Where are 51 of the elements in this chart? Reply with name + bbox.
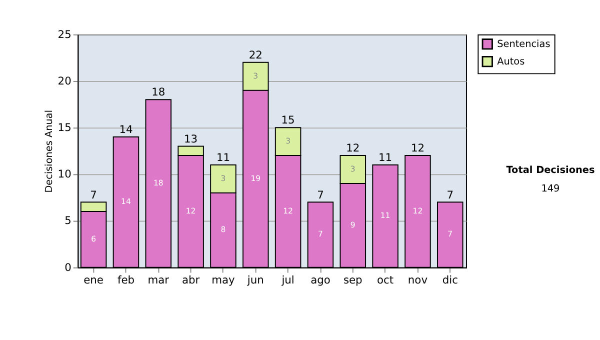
x-tick-label: jul [280,273,294,286]
x-tick-label: jun [246,273,264,286]
y-tick-label: 20 [58,74,72,88]
y-tick-label: 5 [64,214,72,228]
total-label: 12 [410,142,424,155]
y-tick-label: 0 [64,260,72,274]
data-label: 12 [412,206,423,216]
data-label: 7 [318,230,323,239]
total-label: 12 [346,142,360,155]
x-tick-label: may [212,273,235,286]
y-tick-label: 15 [58,120,72,134]
x-tick-label: nov [408,273,428,286]
total-label: 14 [119,123,133,136]
data-label: 6 [91,234,96,244]
total-label: 18 [152,86,166,99]
total-label: 22 [248,48,262,62]
legend-label: Sentencias [497,39,550,50]
data-label: 7 [448,230,453,239]
legend-label: Autos [497,56,525,68]
total-label: 15 [281,114,295,127]
total-label: 7 [317,188,324,202]
text: 149 [541,184,560,195]
data-label: 14 [121,197,131,206]
data-label: 11 [380,211,390,220]
data-label: 12 [186,206,196,216]
y-axis-title: Decisiones Anual [44,110,55,193]
data-label: 12 [283,206,294,216]
x-tick-label: ene [84,273,104,286]
data-label: 9 [350,220,356,230]
data-label: 8 [220,225,226,234]
x-tick-label: sep [343,273,363,286]
x-tick-label: abr [182,273,200,286]
total-label: 11 [216,150,230,164]
data-label: 18 [153,178,164,188]
data-label: 3 [220,174,226,183]
data-label: 3 [350,164,356,174]
data-label: 3 [286,136,291,146]
total-label: 11 [378,150,392,164]
total-label: 7 [446,188,454,202]
x-tick-label: dic [442,273,458,286]
x-tick-label: oct [377,273,394,286]
x-tick-label: feb [117,273,135,286]
data-label: 19 [250,174,261,183]
x-tick-label: mar [148,273,170,286]
y-tick-label: 10 [58,168,72,181]
x-tick-label: ago [310,273,330,286]
text: Total Decisiones [506,165,595,176]
total-label: 7 [90,188,97,202]
data-label: 3 [253,71,258,80]
total-label: 13 [184,132,198,146]
y-tick-label: 25 [58,28,72,41]
